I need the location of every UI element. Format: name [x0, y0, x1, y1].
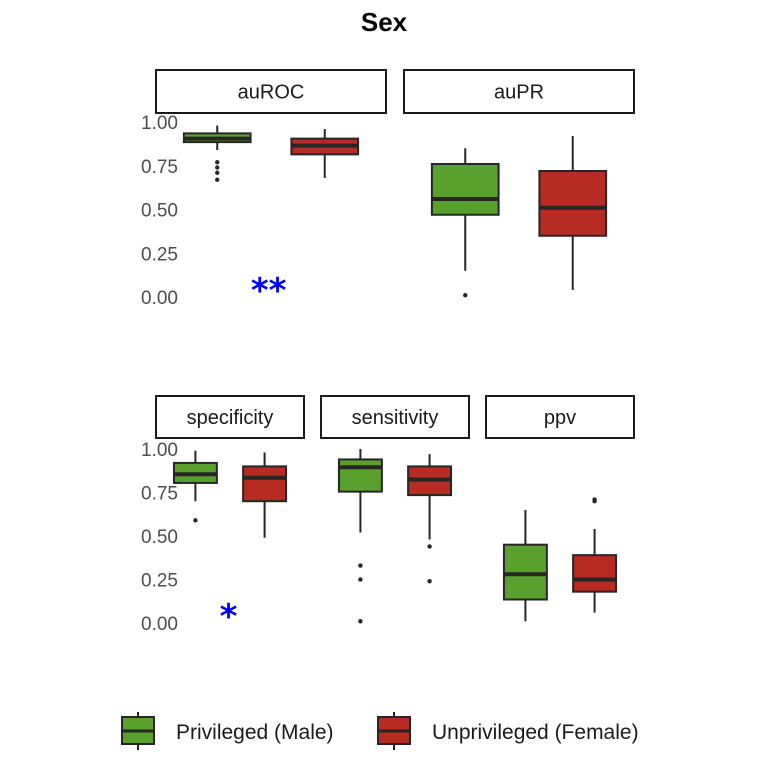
- facet-panel-auPR: auPR: [403, 69, 635, 298]
- outlier-point: [215, 177, 220, 182]
- outlier-point: [215, 165, 220, 170]
- facet-strip: [320, 395, 470, 439]
- facet-panels: 0.00 0.25 0.50 0.75 1.00 auROC ** auPR 0.00 0.25 0…: [141, 69, 635, 637]
- facet-panel-sensitivity: sensitivity: [320, 395, 470, 624]
- facet-strip-label: sensitivity: [352, 407, 439, 429]
- legend-item-privileged: Privileged (Male): [121, 712, 334, 750]
- box-privileged: [182, 125, 252, 182]
- outlier-point: [193, 518, 198, 523]
- facet-strip-label: specificity: [187, 407, 274, 429]
- y-tick-label: 1.00: [141, 440, 178, 461]
- y-tick-label: 0.75: [141, 484, 178, 505]
- outlier-point: [358, 577, 363, 582]
- y-tick-label: 0.50: [141, 201, 178, 222]
- chart-title: Sex: [361, 7, 408, 37]
- outlier-point: [215, 170, 220, 175]
- y-tick-label: 0.00: [141, 614, 178, 635]
- facet-panel-auROC: auROC **: [155, 69, 387, 311]
- outlier-point: [215, 160, 220, 165]
- box-privileged: [502, 509, 548, 622]
- facet-strip: [485, 395, 635, 439]
- box-iqr: [242, 465, 288, 503]
- facet-panel-specificity: specificity *: [155, 395, 305, 637]
- outlier-point: [358, 619, 363, 624]
- box-unprivileged: [407, 454, 453, 584]
- box-iqr: [572, 554, 618, 593]
- box-privileged: [337, 449, 383, 624]
- y-tick-label: 0.50: [141, 527, 178, 548]
- box-iqr: [538, 170, 608, 237]
- legend: Privileged (Male) Unprivileged (Female): [121, 712, 639, 750]
- legend-item-unprivileged: Unprivileged (Female): [377, 712, 639, 750]
- box-iqr: [430, 163, 500, 216]
- y-tick-label: 0.75: [141, 157, 178, 178]
- box-iqr: [502, 543, 548, 601]
- outlier-point: [358, 563, 363, 568]
- y-tick-label: 0.25: [141, 244, 178, 265]
- y-tick-label: 1.00: [141, 113, 178, 134]
- y-tick-label: 0.00: [141, 288, 178, 309]
- legend-label: Privileged (Male): [176, 721, 334, 744]
- outlier-point: [463, 293, 468, 298]
- significance-mark: **: [251, 271, 287, 311]
- box-privileged: [430, 148, 500, 298]
- facet-strip: [155, 395, 305, 439]
- y-tick-label: 0.25: [141, 571, 178, 592]
- box-unprivileged: [538, 136, 608, 290]
- facet-strip: [403, 69, 635, 114]
- facet-strip: [155, 69, 387, 114]
- outlier-point: [427, 579, 432, 584]
- box-privileged: [172, 450, 218, 523]
- outlier-point: [427, 544, 432, 549]
- facet-strip-label: auPR: [494, 82, 544, 104]
- facet-strip-label: auROC: [238, 82, 305, 104]
- box-unprivileged: [572, 497, 618, 613]
- facet-panel-ppv: ppv: [485, 395, 635, 622]
- box-unprivileged: [242, 452, 288, 538]
- facet-strip-label: ppv: [544, 407, 576, 429]
- significance-mark: *: [220, 597, 238, 637]
- box-unprivileged: [290, 129, 360, 178]
- box-iqr: [337, 458, 383, 493]
- legend-label: Unprivileged (Female): [432, 721, 639, 744]
- outlier-point: [592, 497, 597, 502]
